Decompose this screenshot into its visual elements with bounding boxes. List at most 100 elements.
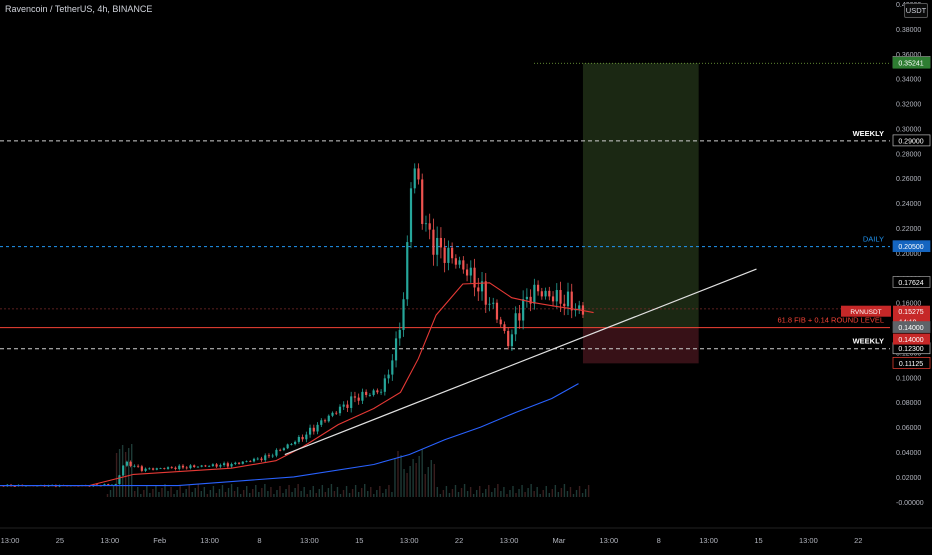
volume-bar bbox=[348, 493, 351, 497]
candle-body bbox=[107, 484, 110, 486]
candle-body bbox=[327, 415, 330, 422]
target-zone bbox=[582, 63, 699, 328]
time-tick-label: 22 bbox=[854, 536, 862, 545]
volume-bar bbox=[451, 489, 454, 497]
candle-body bbox=[200, 465, 203, 467]
volume-bar bbox=[500, 491, 502, 497]
volume-bar bbox=[191, 492, 193, 497]
volume-bar bbox=[360, 488, 363, 497]
price-label-box-2 bbox=[892, 276, 931, 288]
volume-bar bbox=[106, 494, 109, 497]
trendline bbox=[284, 268, 757, 456]
volume-bar bbox=[351, 489, 354, 497]
candle-body bbox=[234, 462, 237, 465]
volume-bar bbox=[109, 490, 112, 497]
volume-bar bbox=[124, 452, 127, 497]
candle-body bbox=[256, 458, 259, 460]
candle-body bbox=[555, 290, 558, 302]
volume-bar bbox=[376, 490, 378, 497]
candle-body bbox=[376, 390, 379, 393]
price-label-text-2: 0.17624 bbox=[898, 280, 923, 287]
volume-bar bbox=[460, 488, 463, 497]
candle-body bbox=[230, 464, 233, 467]
price-tick-label: 0.02000 bbox=[896, 475, 921, 482]
time-tick-label: 13:00 bbox=[699, 536, 718, 545]
candle-body bbox=[353, 396, 357, 398]
volume-bar bbox=[421, 449, 423, 497]
candle-body bbox=[417, 168, 420, 180]
volume-bar bbox=[454, 485, 457, 497]
volume-bar bbox=[118, 449, 121, 497]
level-price-text-0: 0.29000 bbox=[898, 138, 923, 145]
candle-body bbox=[383, 378, 386, 392]
currency-button[interactable]: USDT bbox=[904, 3, 928, 18]
volume-bar bbox=[370, 487, 372, 497]
volume-bar bbox=[236, 487, 239, 497]
volume-bar bbox=[294, 488, 296, 497]
volume-bar bbox=[330, 484, 333, 497]
volume-bar bbox=[536, 487, 538, 497]
candle-body bbox=[581, 305, 585, 315]
candle-body bbox=[223, 463, 226, 466]
volume-bar bbox=[430, 460, 432, 497]
candle-body bbox=[241, 461, 244, 464]
candle-body bbox=[570, 291, 573, 311]
volume-bar bbox=[249, 493, 251, 497]
symbol-tag bbox=[841, 305, 891, 317]
volume-bar bbox=[587, 485, 590, 497]
volume-bar bbox=[364, 484, 366, 497]
volume-bar bbox=[373, 494, 375, 497]
price-tick-label: 0.28000 bbox=[896, 151, 921, 158]
candle-body bbox=[492, 302, 495, 304]
candle-body bbox=[454, 258, 457, 265]
volume-bar bbox=[230, 484, 233, 497]
candle-body bbox=[174, 467, 177, 469]
candle-body bbox=[297, 436, 300, 442]
volume-bar bbox=[354, 485, 357, 497]
candle-body bbox=[436, 237, 439, 255]
time-tick-label: 13:00 bbox=[500, 536, 519, 545]
candle-body bbox=[368, 394, 371, 396]
price-tick-label: 0.06000 bbox=[896, 425, 921, 432]
volume-bar bbox=[509, 490, 511, 497]
candle-body bbox=[264, 455, 267, 461]
candle-body bbox=[548, 290, 551, 297]
time-tick-label: 13:00 bbox=[799, 536, 818, 545]
volume-bar bbox=[572, 494, 575, 497]
candle-body bbox=[13, 486, 16, 487]
volume-bar bbox=[158, 492, 160, 497]
volume-bar bbox=[161, 488, 163, 497]
volume-bar bbox=[406, 473, 408, 497]
candle-body bbox=[510, 334, 514, 347]
volume-bar bbox=[524, 492, 526, 497]
candle-body bbox=[439, 237, 443, 248]
volume-bar bbox=[285, 489, 287, 497]
volume-bar bbox=[563, 484, 566, 497]
volume-bar bbox=[506, 494, 508, 497]
volume-bar bbox=[143, 490, 145, 497]
volume-bar bbox=[527, 488, 529, 497]
volume-bar bbox=[206, 494, 209, 497]
volume-bar bbox=[548, 493, 550, 497]
candle-body bbox=[346, 404, 349, 408]
ema-blue-line bbox=[0, 383, 579, 487]
volume-bar bbox=[288, 485, 290, 497]
volume-bar bbox=[342, 490, 345, 497]
candle-body bbox=[533, 284, 536, 304]
price-tick-label: 0.04000 bbox=[896, 450, 921, 457]
volume-bar bbox=[167, 491, 169, 497]
symbol-title[interactable]: Ravencoin / TetherUS, 4h, BINANCE bbox=[5, 4, 153, 14]
candle-body bbox=[166, 467, 170, 469]
volume-bar bbox=[409, 466, 411, 497]
volume-bar bbox=[575, 490, 578, 497]
candle-body bbox=[350, 396, 353, 408]
price-label-box-1 bbox=[892, 56, 931, 69]
volume-bar bbox=[324, 492, 327, 497]
volume-bar bbox=[239, 494, 242, 497]
volume-bar bbox=[209, 490, 212, 497]
candle-body bbox=[458, 260, 461, 265]
candle-body bbox=[260, 458, 263, 461]
candle-body bbox=[204, 465, 207, 467]
